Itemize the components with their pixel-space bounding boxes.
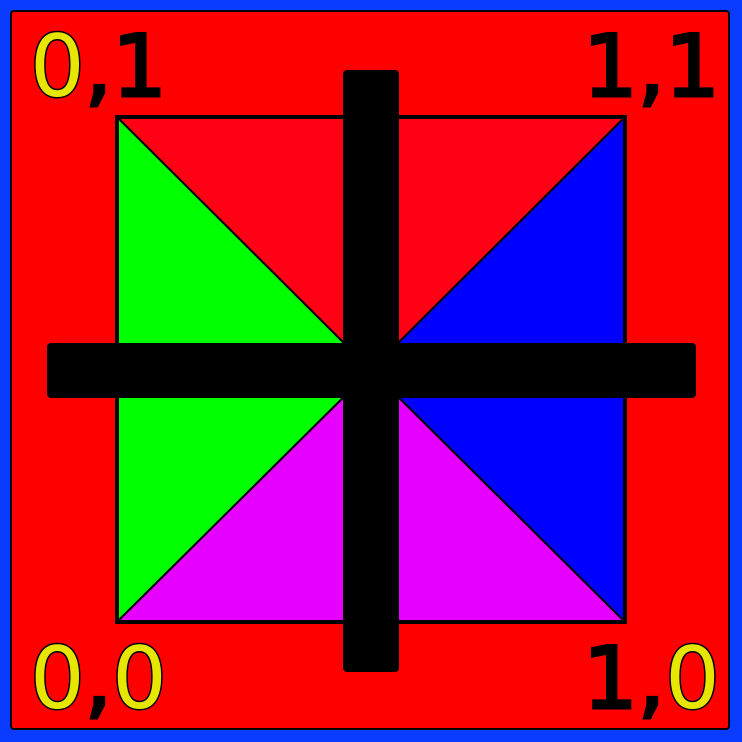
label-bottom-left: 0,0	[29, 635, 169, 724]
cross-vertical-bar	[343, 70, 399, 672]
label-bottom-left-sep: ,	[83, 629, 113, 729]
label-bottom-right-sep: ,	[636, 629, 666, 729]
label-top-left-second: 1	[111, 17, 169, 117]
label-bottom-right: 1,0	[582, 635, 722, 724]
label-top-right-first: 1	[582, 17, 640, 117]
label-top-right-sep: ,	[636, 17, 666, 117]
label-top-right: 1,1	[582, 23, 722, 112]
label-top-left: 0,1	[29, 23, 169, 112]
label-top-left-first: 0	[29, 17, 87, 117]
label-bottom-left-second: 0	[111, 629, 169, 729]
label-top-left-sep: ,	[83, 17, 113, 117]
label-bottom-left-first: 0	[29, 629, 87, 729]
label-bottom-right-second: 0	[664, 629, 722, 729]
label-top-right-second: 1	[664, 17, 722, 117]
label-bottom-right-first: 1	[582, 629, 640, 729]
